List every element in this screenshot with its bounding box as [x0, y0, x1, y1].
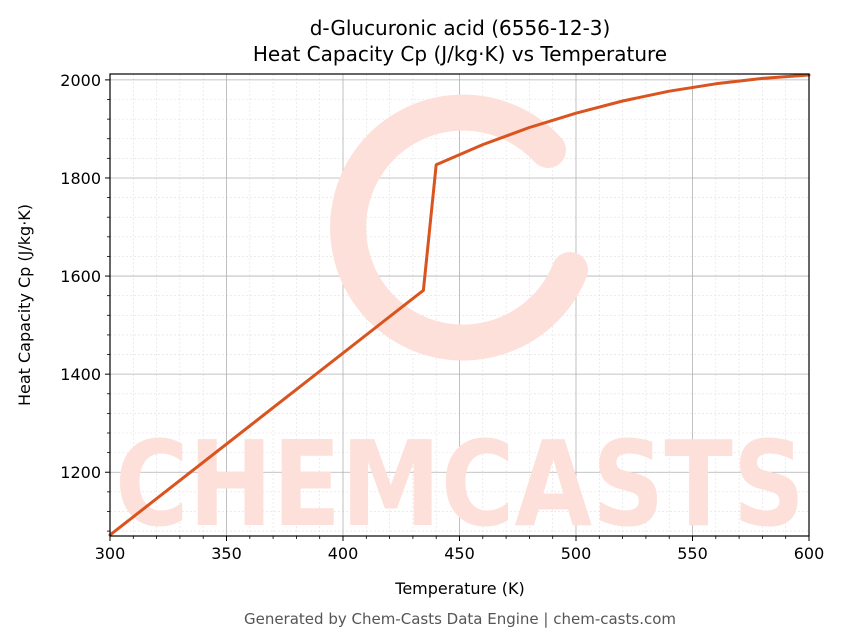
y-axis: 1200 1400 1600 1800 2000 — [60, 71, 110, 532]
watermark: CHEMCASTS — [115, 94, 805, 553]
y-tick-label: 1400 — [60, 365, 101, 384]
x-tick-label: 450 — [444, 544, 475, 563]
x-tick-label: 550 — [677, 544, 708, 563]
watermark-logo-arc — [330, 94, 588, 361]
series-line — [108, 73, 811, 537]
x-tick-label: 400 — [328, 544, 359, 563]
x-axis: 300 350 400 450 500 550 600 — [95, 536, 825, 563]
footer-credit: Generated by Chem-Casts Data Engine | ch… — [244, 610, 676, 628]
y-tick-label: 1800 — [60, 169, 101, 188]
watermark-text: CHEMCASTS — [115, 415, 805, 553]
y-axis-label: Heat Capacity Cp (J/kg·K) — [15, 204, 34, 406]
y-tick-label: 1200 — [60, 463, 101, 482]
chart-subtitle: Heat Capacity Cp (J/kg·K) vs Temperature — [253, 42, 667, 66]
chart-title: d-Glucuronic acid (6556-12-3) — [310, 16, 611, 40]
y-tick-label: 1600 — [60, 267, 101, 286]
x-axis-label: Temperature (K) — [394, 579, 524, 598]
x-tick-label: 600 — [794, 544, 825, 563]
x-tick-label: 350 — [211, 544, 242, 563]
x-tick-label: 300 — [95, 544, 126, 563]
series-layer — [108, 73, 811, 537]
x-tick-label: 500 — [561, 544, 592, 563]
y-tick-label: 2000 — [60, 71, 101, 90]
